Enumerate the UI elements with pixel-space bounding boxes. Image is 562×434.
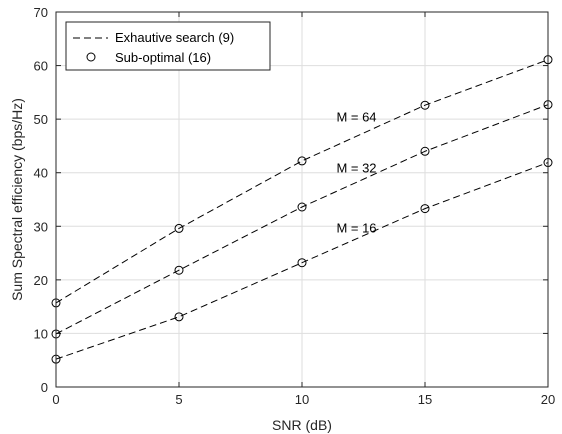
data-point [297,156,307,166]
x-tick-labels: 0 5 10 15 20 [52,392,555,407]
y-tick-label: 60 [34,59,48,74]
annotation-m-16: M = 16 [336,221,376,236]
y-tick-label: 0 [41,380,48,395]
y-tick-label: 70 [34,5,48,20]
annotation-m-32: M = 32 [336,161,376,176]
data-point [297,258,307,268]
y-tick-label: 10 [34,326,48,341]
data-point [297,202,307,212]
legend-circle-marker [86,52,96,62]
y-tick-label: 50 [34,112,48,127]
data-point [174,265,184,275]
y-tick-label: 20 [34,273,48,288]
curve-annotations: M = 64 M = 32 M = 16 [336,109,376,235]
data-point [174,223,184,233]
legend-label-exhaustive: Exhautive search (9) [115,30,234,45]
y-tick-labels: 0 10 20 30 40 50 60 70 [34,5,48,395]
x-tick-label: 5 [175,392,182,407]
x-axis-label: SNR (dB) [272,417,332,433]
x-tick-label: 15 [418,392,432,407]
data-point [174,312,184,322]
legend-box [65,21,271,71]
data-point [420,204,430,214]
series-line [55,104,549,335]
data-point [420,146,430,156]
series-line [55,59,549,304]
y-tick-label: 40 [34,166,48,181]
x-tick-label: 10 [295,392,309,407]
series-lines [55,59,549,360]
y-axis-label: Sum Spectral efficiency (bps/Hz) [9,98,25,301]
series-line [55,162,549,360]
y-tick-label: 30 [34,219,48,234]
annotation-m-64: M = 64 [336,109,376,124]
x-tick-label: 20 [541,392,555,407]
legend-label-suboptimal: Sub-optimal (16) [115,50,211,65]
data-point [420,100,430,110]
plot-frame [55,11,549,388]
legend: Exhautive search (9) Sub-optimal (16) [65,21,271,71]
x-tick-label: 0 [52,392,59,407]
